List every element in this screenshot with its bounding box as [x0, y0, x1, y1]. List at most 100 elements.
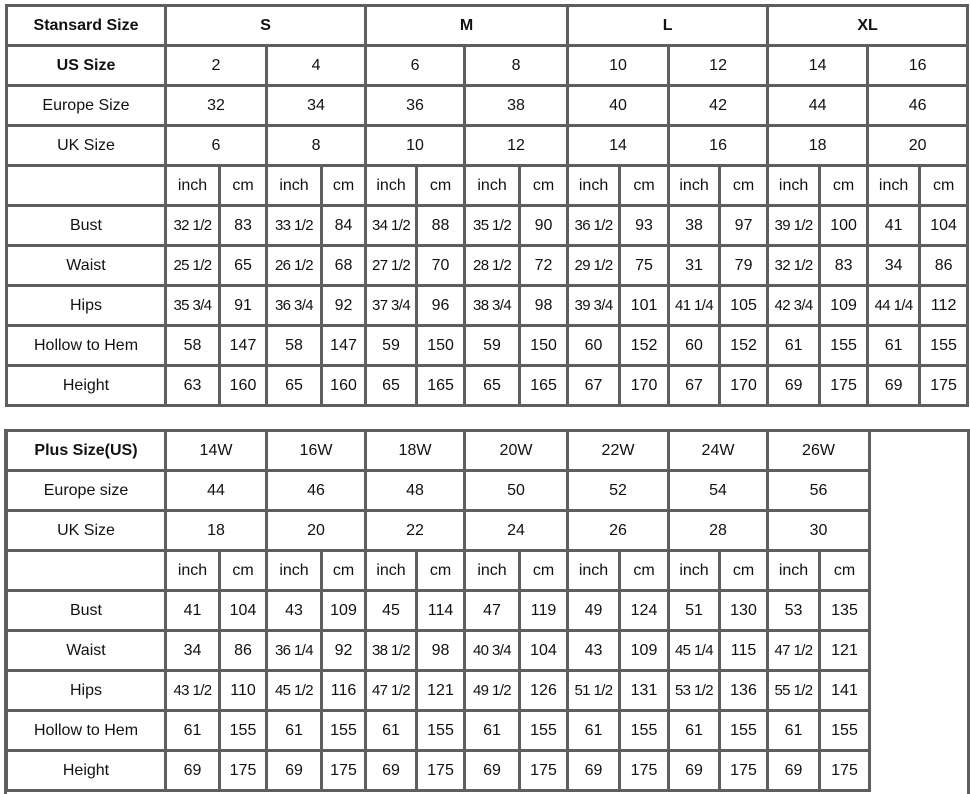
- measurement-value: 36 1/4: [265, 629, 323, 672]
- measurement-value: 69: [265, 749, 323, 792]
- measurement-value: 40 3/4: [463, 629, 521, 672]
- measurement-row: Bust 41 104 43 109 45 114 47 119 49 124 51 130 53 135: [5, 589, 871, 632]
- measurement-value: 51: [667, 589, 721, 632]
- size-value: 2: [164, 44, 268, 87]
- measurement-value: 109: [320, 589, 367, 632]
- measurement-value: 121: [415, 669, 466, 712]
- size-header: 16W: [265, 429, 367, 472]
- size-value: 16: [866, 44, 970, 87]
- size-value: 16: [667, 124, 770, 167]
- measurement-value: 68: [319, 244, 368, 287]
- measurement-value: 155: [918, 324, 970, 367]
- size-header: S: [163, 4, 368, 47]
- unit-row: inch cm inch cm inch cm inch cm inch cm inch cm inch…: [5, 549, 871, 592]
- measurement-value: 97: [718, 204, 770, 247]
- size-value: 28: [667, 509, 769, 552]
- measurement-row: Hollow to Hem 61 155 61 155 61 155 61 155 61 155 61…: [5, 709, 871, 752]
- measurement-value: 32 1/2: [766, 244, 822, 287]
- size-value: 38: [463, 84, 570, 127]
- measurement-value: 155: [718, 709, 769, 752]
- measurement-value: 49 1/2: [463, 669, 521, 712]
- measurement-value: 152: [718, 324, 770, 367]
- measurement-value: 53: [766, 589, 821, 632]
- measurement-value: 84: [319, 204, 368, 247]
- measurement-value: 38: [667, 204, 722, 247]
- unit-cm: cm: [918, 164, 970, 207]
- size-row: Europe size 44 46 48 50 52 54 56: [5, 469, 871, 512]
- measurement-value: 51 1/2: [566, 669, 621, 712]
- size-row: Europe Size 32 34 36 38 40 42 44 46: [5, 84, 970, 127]
- measurement-value: 31: [667, 244, 722, 287]
- size-header: 14W: [164, 429, 268, 472]
- measurement-row: Hollow to Hem 58 147 58 147 59 150 59 150 60 152 60…: [5, 324, 970, 367]
- measurement-value: 88: [415, 204, 467, 247]
- measurement-value: 60: [566, 324, 622, 367]
- measurement-value: 165: [415, 364, 467, 407]
- row-label: Europe size: [5, 469, 167, 512]
- measurement-value: 110: [218, 669, 268, 712]
- unit-inch: inch: [364, 164, 419, 207]
- measurement-value: 150: [415, 324, 467, 367]
- unit-cm: cm: [718, 164, 770, 207]
- measurement-value: 61: [364, 709, 418, 752]
- measurement-value: 44 1/4: [866, 284, 922, 327]
- measurement-value: 175: [718, 749, 769, 792]
- measurement-value: 121: [818, 629, 871, 672]
- size-value: 14: [566, 124, 671, 167]
- measurement-value: 155: [818, 324, 870, 367]
- measurement-value: 160: [319, 364, 368, 407]
- measurement-value: 100: [818, 204, 870, 247]
- size-value: 54: [667, 469, 769, 512]
- measurement-value: 61: [766, 709, 821, 752]
- size-header: XL: [766, 4, 970, 47]
- unit-inch: inch: [463, 164, 522, 207]
- measurement-value: 131: [618, 669, 670, 712]
- measurement-value: 101: [618, 284, 671, 327]
- measurement-value: 115: [718, 629, 769, 672]
- measurement-value: 150: [518, 324, 570, 367]
- measurement-value: 69: [566, 749, 621, 792]
- measurement-value: 58: [265, 324, 323, 367]
- empty-cell: [5, 549, 167, 592]
- size-row: UK Size 6 8 10 12 14 16 18 20: [5, 124, 970, 167]
- measurement-value: 45: [364, 589, 418, 632]
- unit-cm: cm: [818, 164, 870, 207]
- measurement-value: 124: [618, 589, 670, 632]
- measurement-value: 92: [320, 629, 367, 672]
- row-label: Waist: [5, 629, 167, 672]
- measurement-value: 34: [164, 629, 221, 672]
- measurement-value: 45 1/4: [667, 629, 721, 672]
- size-header: 20W: [463, 429, 569, 472]
- size-header: 22W: [566, 429, 670, 472]
- size-header: 24W: [667, 429, 769, 472]
- measurement-value: 175: [818, 749, 871, 792]
- measurement-value: 136: [718, 669, 769, 712]
- measurement-value: 41 1/4: [667, 284, 722, 327]
- size-value: 40: [566, 84, 671, 127]
- measurement-row: Waist 25 1/2 65 26 1/2 68 27 1/2 70 28 1/2 72 29 …: [5, 244, 970, 287]
- measurement-value: 69: [766, 364, 822, 407]
- measurement-value: 49: [566, 589, 621, 632]
- measurement-value: 59: [463, 324, 522, 367]
- measurement-row: Waist 34 86 36 1/4 92 38 1/2 98 40 3/4 104 43 109 4…: [5, 629, 871, 672]
- measurement-value: 165: [518, 364, 570, 407]
- measurement-value: 42 3/4: [766, 284, 822, 327]
- measurement-value: 98: [518, 284, 570, 327]
- empty-cell: [5, 164, 167, 207]
- measurement-value: 109: [818, 284, 870, 327]
- measurement-value: 175: [618, 749, 670, 792]
- measurement-value: 61: [566, 709, 621, 752]
- size-value: 34: [264, 84, 368, 127]
- size-value: 12: [667, 44, 770, 87]
- measurement-value: 114: [415, 589, 466, 632]
- measurement-value: 104: [918, 204, 970, 247]
- row-label: Europe Size: [5, 84, 167, 127]
- row-label: UK Size: [5, 124, 167, 167]
- measurement-value: 39 1/2: [766, 204, 822, 247]
- measurement-value: 175: [320, 749, 367, 792]
- unit-cm: cm: [518, 164, 570, 207]
- measurement-value: 96: [415, 284, 467, 327]
- measurement-value: 112: [918, 284, 970, 327]
- measurement-value: 75: [618, 244, 671, 287]
- row-label: Hips: [5, 669, 167, 712]
